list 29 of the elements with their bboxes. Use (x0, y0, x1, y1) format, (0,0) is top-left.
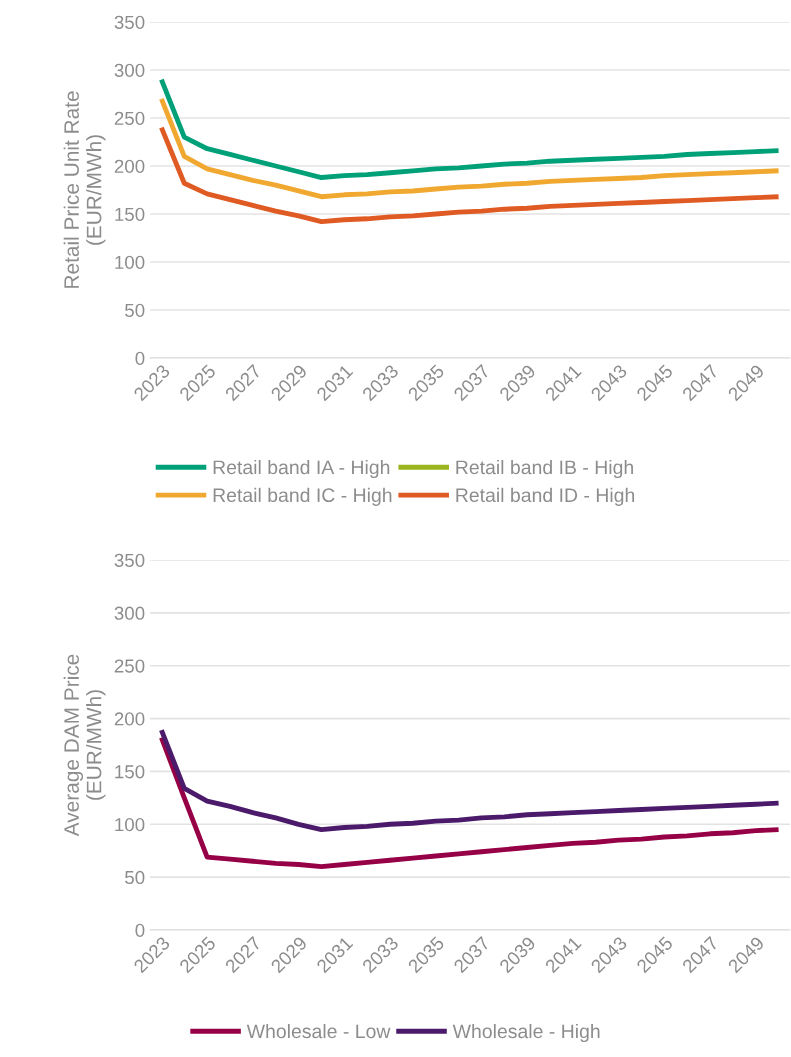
y-tick-label: 150 (115, 765, 145, 779)
y-tick-label: 200 (114, 712, 145, 726)
y-tick-label: 350 (114, 553, 145, 567)
y-tick-label: 50 (125, 303, 145, 317)
legend-label: Retail band IA - High (213, 459, 390, 479)
y-tick-label: 250 (114, 659, 145, 673)
y-axis-title: Average DAM Price (EUR/MWh) (63, 654, 106, 837)
line-series (159, 727, 781, 832)
y-tick-label: 300 (114, 606, 145, 620)
y-tick-label: 300 (114, 63, 145, 77)
y-tick-label: 200 (114, 159, 145, 173)
y-axis-title: Retail Price Unit Rate (EUR/MWh) (63, 91, 106, 288)
y-tick-label: 100 (115, 255, 145, 269)
line-series (159, 125, 781, 225)
legend-label: Retail band IC - High (213, 487, 392, 506)
legend-label: Retail band IB - High (456, 459, 633, 479)
y-tick-label: 100 (115, 817, 145, 832)
y-tick-label: 50 (125, 870, 145, 885)
legend-label: Retail band ID - High (456, 487, 635, 506)
y-tick-label: 350 (114, 15, 145, 29)
y-tick-label: 0 (135, 923, 145, 937)
legend-label: Wholesale - High (452, 1023, 600, 1043)
y-tick-label: 0 (135, 351, 145, 365)
line-series (159, 96, 781, 200)
line-series (159, 735, 781, 869)
y-tick-label: 250 (114, 111, 145, 125)
y-tick-label: 150 (115, 207, 145, 221)
legend-label: Wholesale - Low (246, 1023, 391, 1039)
line-series (159, 77, 781, 180)
